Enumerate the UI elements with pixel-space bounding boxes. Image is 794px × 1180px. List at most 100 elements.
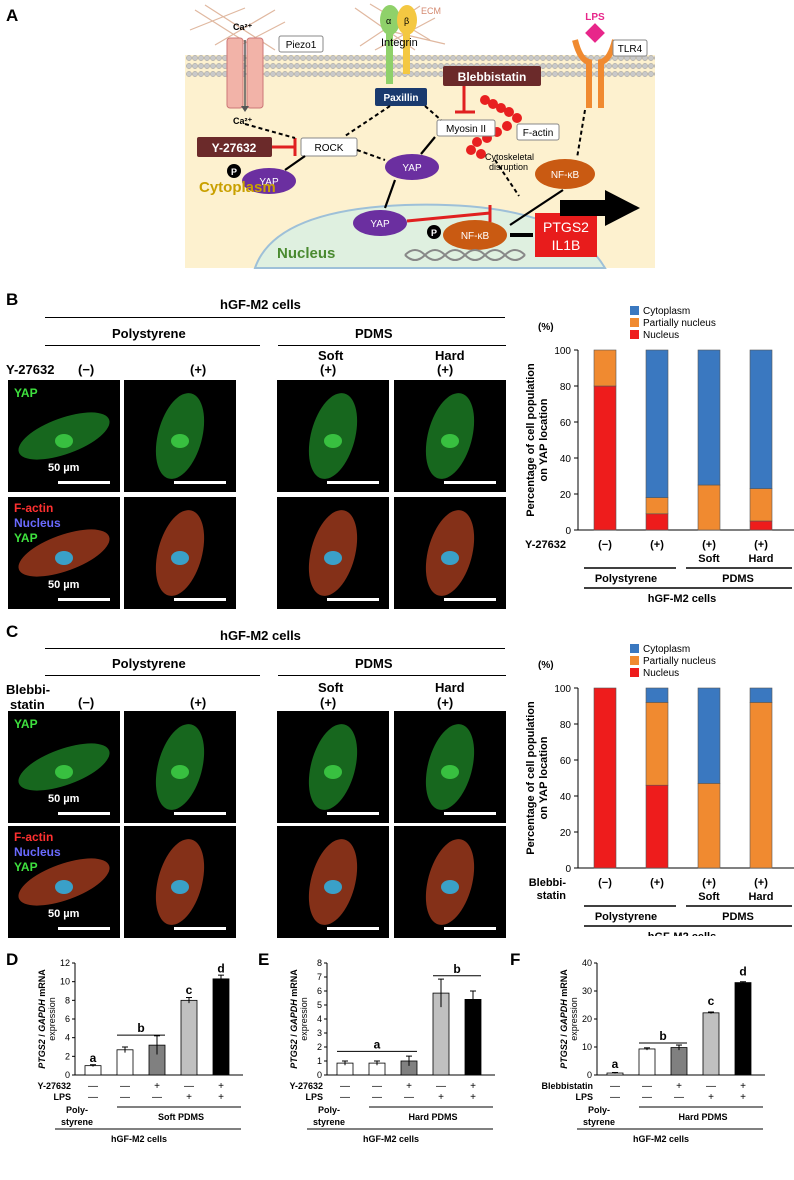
row2-mark: + bbox=[218, 1092, 224, 1103]
myosin-label: Myosin II bbox=[446, 124, 486, 135]
lps-label: LPS bbox=[585, 12, 605, 23]
x-category-label: (+) bbox=[754, 539, 768, 551]
y-tick-label: 80 bbox=[560, 720, 572, 731]
rock-label: ROCK bbox=[315, 143, 344, 154]
piezo1-label: Piezo1 bbox=[286, 40, 317, 51]
scale-bar bbox=[174, 598, 226, 601]
scale-bar bbox=[444, 812, 496, 815]
ptgs2-box bbox=[535, 213, 597, 257]
group-label: PDMS bbox=[722, 911, 754, 923]
y27632-label: Y-27632 bbox=[212, 141, 257, 155]
scale-bar bbox=[444, 598, 496, 601]
row1-mark: + bbox=[154, 1081, 160, 1092]
bar bbox=[638, 1048, 656, 1076]
integrin-label: Integrin bbox=[381, 37, 418, 49]
row1-label: Y-27632 bbox=[37, 1081, 71, 1091]
row1-mark: + bbox=[406, 1081, 412, 1092]
panel-c-title: hGF-M2 cells bbox=[220, 628, 301, 643]
x-subcategory-label: Soft bbox=[698, 553, 720, 565]
panel-c-pdms: PDMS bbox=[355, 656, 393, 671]
scale-bar-label: 50 µm bbox=[48, 793, 80, 805]
y-tick-label: 2 bbox=[65, 1051, 70, 1061]
label-yap: YAP bbox=[14, 531, 38, 545]
scale-bar bbox=[327, 481, 379, 484]
panel-c-plus-1: (+) bbox=[190, 695, 207, 710]
signaling-pathway-diagram: Piezo1 Ca²⁺ Ca²⁺ α β ECM Integrin Paxill… bbox=[185, 3, 655, 269]
scale-bar bbox=[174, 927, 226, 930]
row2-label: LPS bbox=[53, 1092, 71, 1102]
micrograph-merge-3 bbox=[277, 826, 389, 938]
x-category-label: (+) bbox=[702, 877, 716, 889]
bar-partially-nucleus bbox=[645, 497, 669, 515]
significance-letter: a bbox=[374, 1037, 381, 1051]
row1-mark: — bbox=[706, 1081, 716, 1092]
y-tick-label: 0 bbox=[587, 1070, 592, 1080]
lps-shape bbox=[585, 23, 605, 43]
panel-b-hard: Hard bbox=[435, 348, 465, 363]
micrograph-merge-4 bbox=[394, 497, 506, 609]
cytoplasm-label: Cytoplasm bbox=[199, 179, 276, 196]
row1-mark: — bbox=[610, 1081, 620, 1092]
significance-letter: c bbox=[708, 994, 715, 1008]
nfkb-ellipse-2 bbox=[443, 220, 507, 250]
scale-bar bbox=[58, 481, 110, 484]
row1-mark: + bbox=[218, 1081, 224, 1092]
panel-b-title: hGF-M2 cells bbox=[220, 297, 301, 312]
bar-partially-nucleus bbox=[697, 783, 721, 869]
bar-nucleus bbox=[749, 520, 773, 531]
row2-mark: — bbox=[610, 1092, 620, 1103]
label-factin: F-actin bbox=[14, 501, 54, 515]
y-tick-label: 2 bbox=[317, 1042, 322, 1052]
panel-b-plus-2: (+) bbox=[320, 362, 337, 377]
legend-label: Cytoplasm bbox=[643, 306, 690, 317]
scale-bar bbox=[58, 927, 110, 930]
panel-label-e: E bbox=[258, 950, 270, 969]
x-category-label: (−) bbox=[598, 877, 612, 889]
x-category-label: (+) bbox=[650, 539, 664, 551]
row2-label: LPS bbox=[305, 1092, 323, 1102]
micrograph-yap-3 bbox=[277, 380, 389, 492]
y-tick-label: 8 bbox=[65, 995, 70, 1005]
micrograph-merge-2 bbox=[124, 497, 236, 609]
panel-b-polystyrene: Polystyrene bbox=[112, 326, 186, 341]
scale-bar bbox=[174, 481, 226, 484]
x-subcategory-label: Hard bbox=[748, 891, 773, 903]
y-tick-label: 60 bbox=[560, 756, 572, 767]
y-tick-label: 40 bbox=[560, 454, 572, 465]
y-tick-label: 4 bbox=[317, 1014, 322, 1024]
group1-label: Poly- bbox=[588, 1105, 610, 1115]
group1b-label: styrene bbox=[61, 1117, 93, 1127]
panel-c-plus-2: (+) bbox=[320, 695, 337, 710]
y-axis-label: Percentage of cell populationon YAP loca… bbox=[525, 363, 550, 517]
legend-label: Nucleus bbox=[643, 330, 679, 341]
legend-swatch bbox=[630, 656, 639, 665]
y-axis-label-2: expression bbox=[569, 997, 579, 1041]
bar bbox=[734, 982, 752, 1076]
row2-mark: — bbox=[372, 1092, 382, 1103]
bar-partially-nucleus bbox=[697, 484, 721, 531]
micrograph-merge-3 bbox=[277, 497, 389, 609]
row1-label: Blebbistatin bbox=[541, 1081, 593, 1091]
panel-b-treatment: Y-27632 bbox=[6, 362, 55, 377]
bar bbox=[116, 1049, 134, 1076]
label-nucleus: Nucleus bbox=[14, 845, 61, 859]
disruption-label-2: disruption bbox=[489, 162, 528, 172]
y-tick-label: 30 bbox=[582, 986, 592, 996]
row1-mark: — bbox=[372, 1081, 382, 1092]
row2-mark: + bbox=[708, 1092, 714, 1103]
panel-c-plus-3: (+) bbox=[437, 695, 454, 710]
treatment-label: Y-27632 bbox=[525, 539, 566, 551]
bar-nucleus bbox=[593, 687, 617, 869]
panel-c-soft: Soft bbox=[318, 680, 344, 695]
disruption-label-1: Cytoskeletal bbox=[485, 152, 534, 162]
ca-top-label: Ca²⁺ bbox=[233, 22, 253, 32]
y-axis-label-2: expression bbox=[47, 997, 57, 1041]
label-yap: YAP bbox=[14, 717, 38, 731]
bar bbox=[464, 999, 482, 1076]
footer-label: hGF-M2 cells bbox=[633, 1134, 689, 1144]
panel-b-plus-3: (+) bbox=[437, 362, 454, 377]
alpha-label: α bbox=[386, 16, 391, 26]
y-tick-label: 3 bbox=[317, 1028, 322, 1038]
scale-bar bbox=[444, 481, 496, 484]
